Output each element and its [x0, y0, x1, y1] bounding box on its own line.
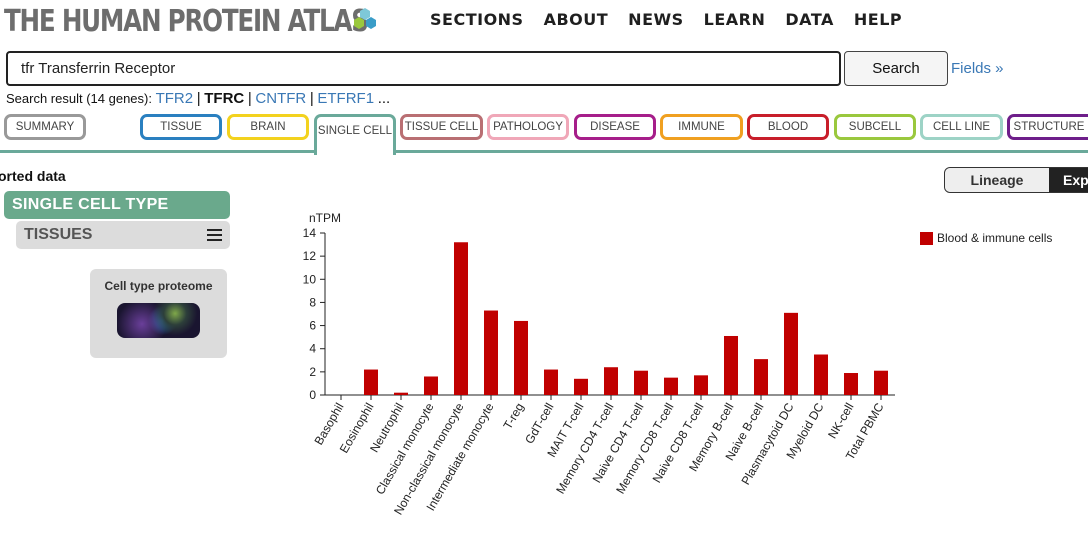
tab-cell-line[interactable]: CELL LINE [920, 114, 1003, 140]
bar-intermediate-monocyte [484, 310, 498, 395]
search-input[interactable] [6, 51, 841, 86]
y-tick-label: 4 [309, 342, 316, 356]
logo-text: THE HUMAN PROTEIN ATLAS [4, 3, 369, 39]
tab-structure[interactable]: STRUCTURE [1007, 114, 1088, 140]
y-axis-label: nTPM [309, 211, 341, 225]
bar-myeloid-dc [814, 354, 828, 395]
search-result-line: Search result (14 genes): TFR2 | TFRC | … [6, 90, 390, 107]
bar-naive-b-cell [754, 359, 768, 395]
nav-about[interactable]: ABOUT [543, 10, 609, 29]
single-cell-type-button[interactable]: SINGLE CELL TYPE [4, 191, 230, 219]
section-title: orted data [0, 168, 66, 184]
tab-immune[interactable]: IMMUNE [660, 114, 743, 140]
bar-memory-b-cell [724, 335, 738, 395]
bar-total-pbmc [874, 370, 888, 395]
bar-t-reg [514, 320, 528, 395]
separator: | [309, 90, 314, 107]
nav-help[interactable]: HELP [853, 10, 903, 29]
tab-brain[interactable]: BRAIN [227, 114, 309, 140]
tissues-label: TISSUES [24, 226, 93, 243]
separator: | [247, 90, 252, 107]
cell-type-proteome-card[interactable]: Cell type proteome [90, 269, 227, 358]
hamburger-menu-icon[interactable] [207, 229, 222, 241]
bar-nk-cell [844, 373, 858, 395]
chart-legend: Blood & immune cells [920, 231, 1052, 245]
nav-data[interactable]: DATA [785, 10, 834, 29]
y-tick-label: 2 [309, 365, 316, 379]
y-tick-label: 6 [309, 319, 316, 333]
y-tick-label: 10 [303, 272, 317, 286]
y-tick-label: 8 [309, 295, 316, 309]
proteome-title: Cell type proteome [104, 279, 213, 293]
proteome-thumbnail[interactable] [117, 303, 200, 338]
y-tick-label: 0 [309, 388, 316, 402]
tab-underline [394, 150, 1088, 153]
gene-link-etfrf1[interactable]: ETFRF1 [317, 90, 375, 107]
bar-naive-cd8-t-cell [694, 375, 708, 395]
tab-summary[interactable]: SUMMARY [4, 114, 86, 140]
tab-tissue-cell[interactable]: TISSUE CELL [400, 114, 483, 140]
bar-memory-cd8-t-cell [664, 377, 678, 395]
lineage-toggle-option[interactable]: Lineage [945, 168, 1049, 192]
gene-link-cntfr[interactable]: CNTFR [255, 90, 307, 107]
main-nav: SECTIONS ABOUT NEWS LEARN DATA HELP [420, 10, 912, 29]
search-result-count: Search result (14 genes): [6, 91, 152, 106]
bar-classical-monocyte [424, 376, 438, 395]
bar-gdt-cell [544, 369, 558, 395]
y-tick-label: 14 [303, 226, 317, 240]
tab-underline [0, 150, 316, 153]
fields-link[interactable]: Fields » [951, 60, 1004, 77]
tab-pathology[interactable]: PATHOLOGY [487, 114, 569, 140]
tab-subcell[interactable]: SUBCELL [834, 114, 916, 140]
tab-disease[interactable]: DISEASE [574, 114, 656, 140]
bar-plasmacytoid-dc [784, 312, 798, 395]
x-tick-label: NK-cell [825, 401, 856, 441]
legend-label: Blood & immune cells [937, 231, 1053, 245]
bar-memory-cd4-t-cell [604, 367, 618, 395]
nav-sections[interactable]: SECTIONS [430, 10, 524, 29]
search-button[interactable]: Search [844, 51, 948, 86]
expression-toggle-option[interactable]: Exp [1049, 168, 1088, 192]
nav-learn[interactable]: LEARN [703, 10, 766, 29]
more-genes[interactable]: ... [377, 90, 391, 107]
tab-tissue[interactable]: TISSUE [140, 114, 222, 140]
lineage-expression-toggle: Lineage Exp [944, 167, 1088, 193]
gene-link-tfr2[interactable]: TFR2 [155, 90, 194, 107]
bar-naive-cd4-t-cell [634, 370, 648, 395]
tab-single-cell[interactable]: SINGLE CELL [314, 114, 396, 155]
x-tick-label: T-reg [500, 401, 526, 432]
logo-hexagon-icon [354, 8, 376, 29]
legend-swatch [920, 231, 933, 245]
separator: | [196, 90, 201, 107]
tab-blood[interactable]: BLOOD [747, 114, 829, 140]
gene-link-tfrc[interactable]: TFRC [204, 90, 245, 107]
tissues-button[interactable]: TISSUES [16, 221, 230, 249]
y-tick-label: 12 [303, 249, 317, 263]
bar-eosinophil [364, 369, 378, 395]
bar-non-classical-monocyte [454, 242, 468, 395]
bar-neutrophil [394, 392, 408, 395]
nav-news[interactable]: NEWS [628, 10, 684, 29]
site-logo[interactable]: THE HUMAN PROTEIN ATLAS [4, 3, 448, 39]
bar-mait-t-cell [574, 378, 588, 395]
